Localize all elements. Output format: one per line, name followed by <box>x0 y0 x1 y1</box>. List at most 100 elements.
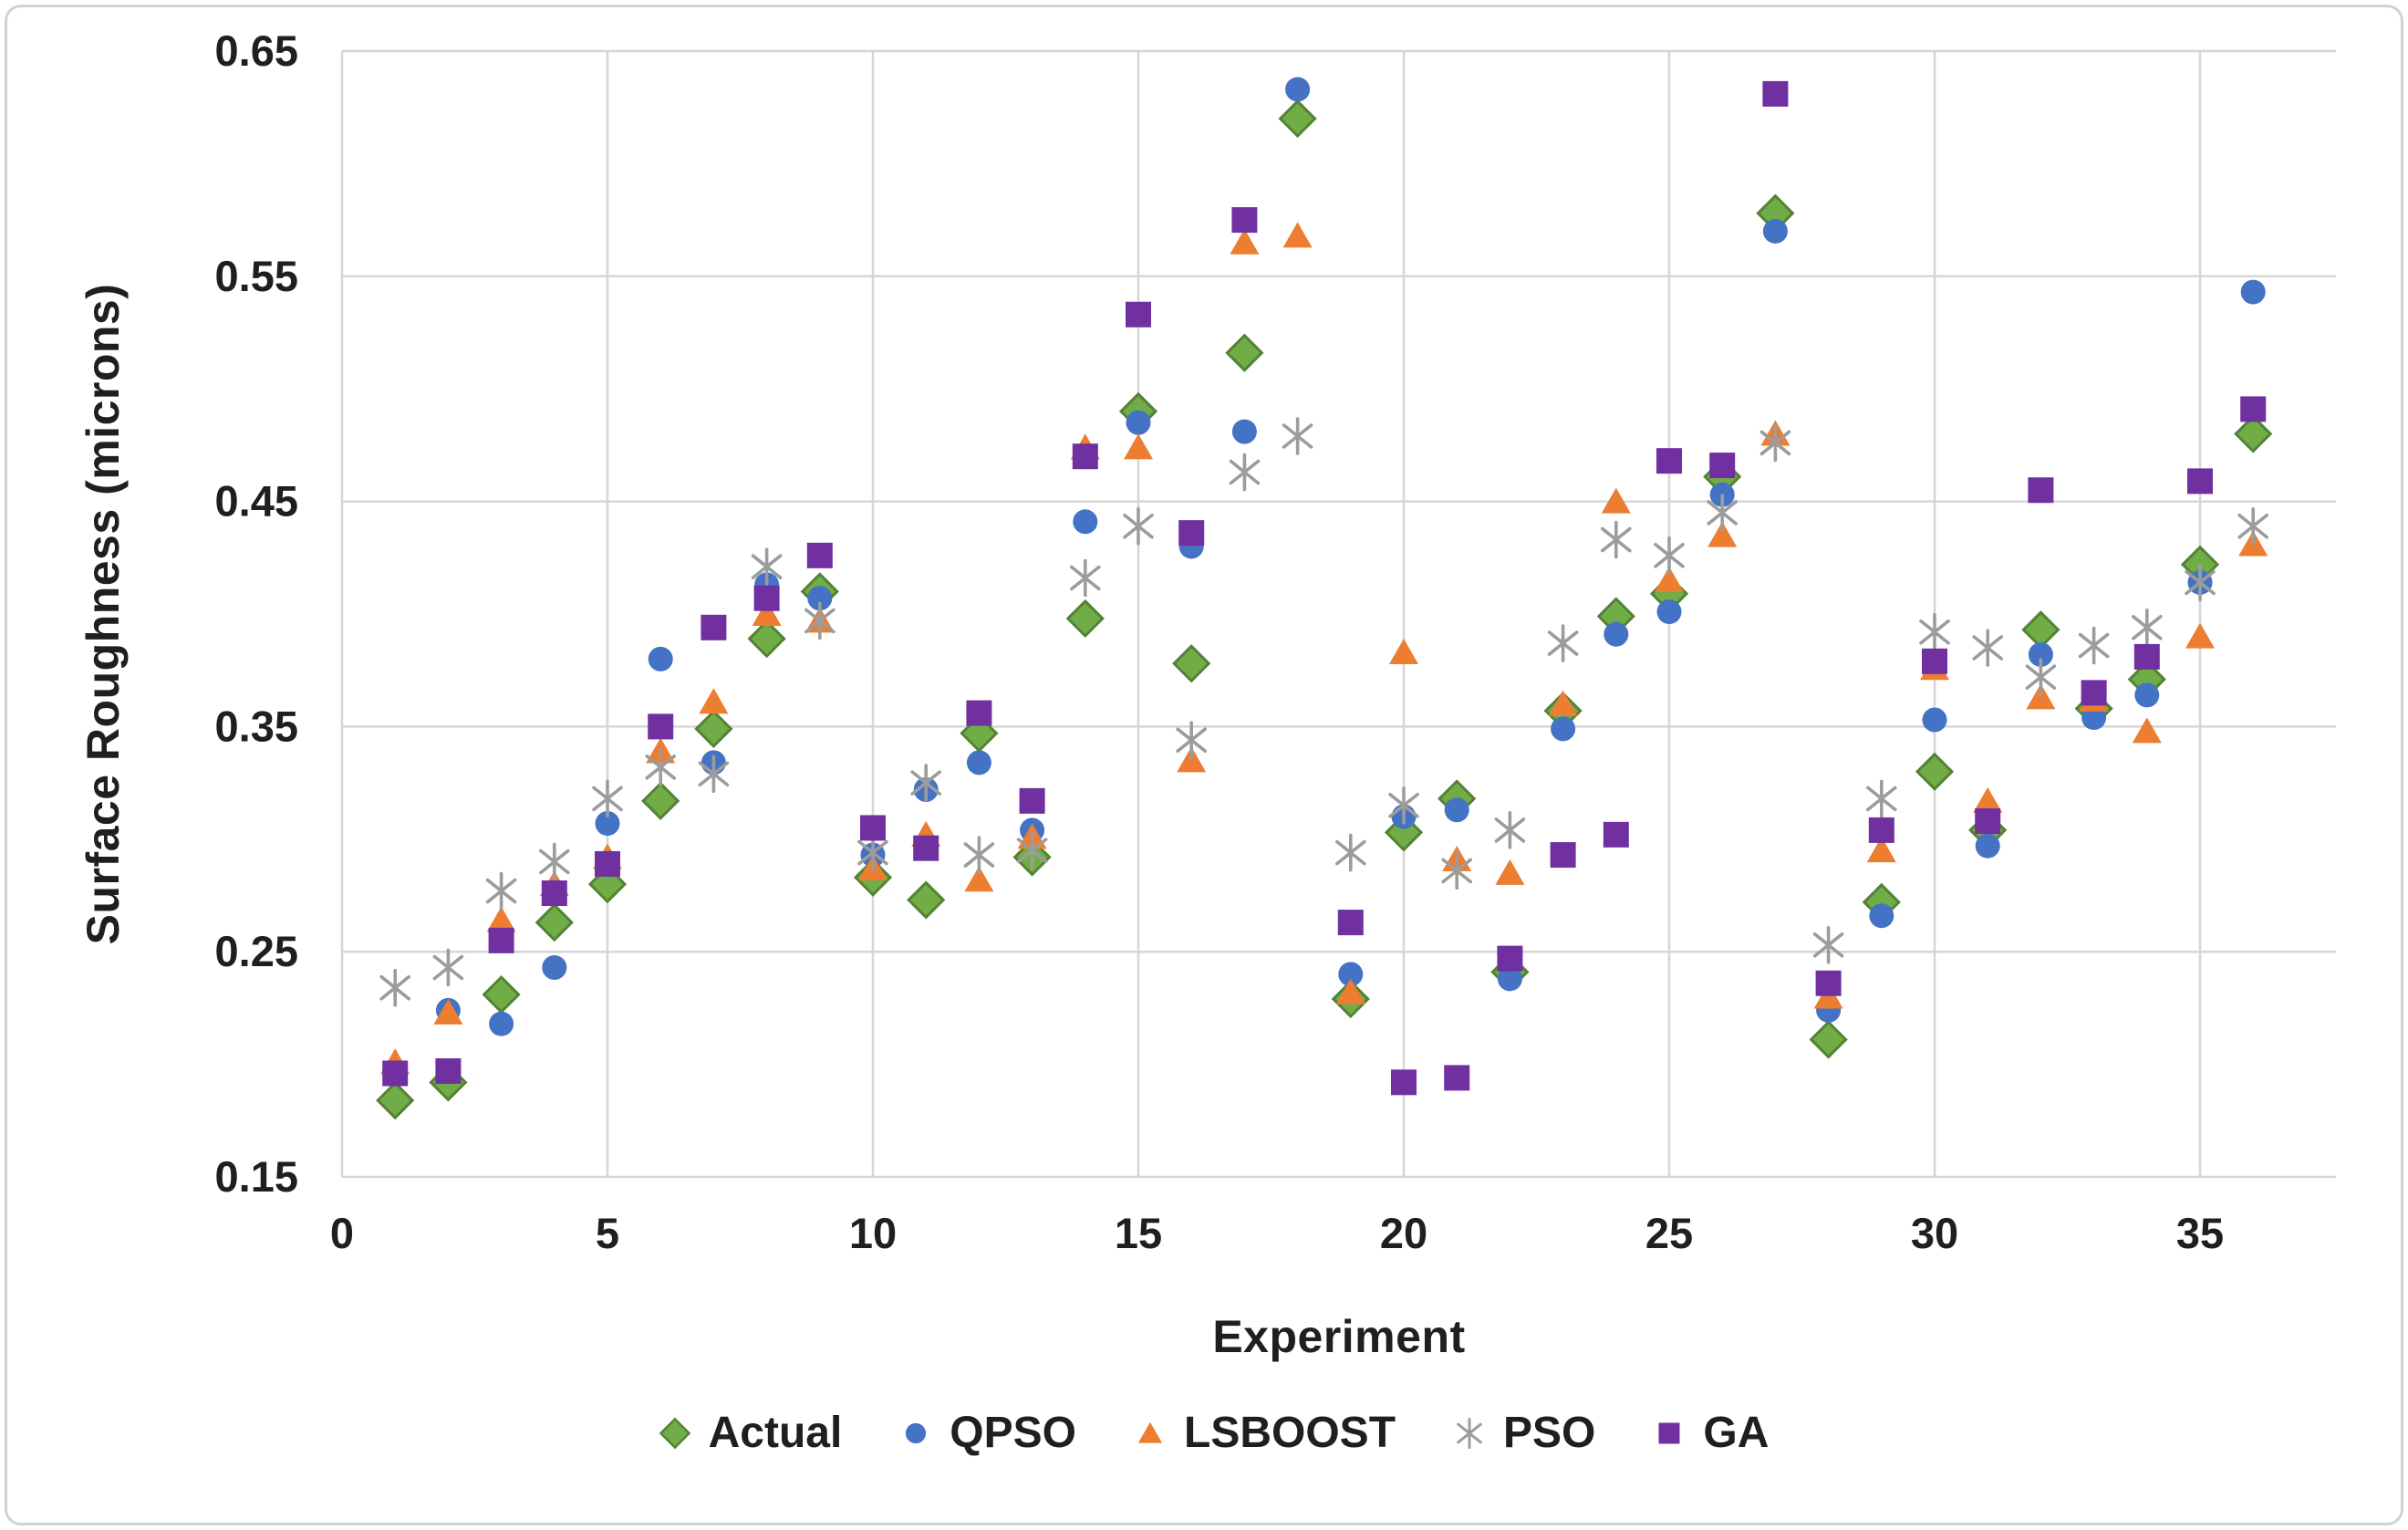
y-tick-label: 0.45 <box>215 477 298 526</box>
data-point-pso-1 <box>379 968 410 1007</box>
data-point-ga-15 <box>1126 301 1152 328</box>
data-point-lsboost-25 <box>1655 566 1685 592</box>
data-point-qpso-29 <box>1869 903 1894 929</box>
data-point-pso-12 <box>963 836 995 874</box>
data-point-lsboost-34 <box>2132 717 2162 744</box>
data-point-ga-25 <box>1656 448 1683 474</box>
x-tick-label: 35 <box>2176 1209 2224 1257</box>
data-point-qpso-5 <box>595 811 620 837</box>
y-axis-title: Surface Roughness (microns) <box>78 283 129 945</box>
lsboost-triangle-icon <box>1137 1421 1163 1443</box>
data-point-ga-7 <box>701 614 727 640</box>
x-tick-label: 15 <box>1115 1209 1162 1257</box>
legend-item-ga: GA <box>1648 1408 1769 1458</box>
scatter-plot: 0.15 0.25 0.35 0.45 0.55 0.65 0 5 10 15 20 25 30 35 <box>215 26 2336 1257</box>
legend-label: Actual <box>708 1409 843 1457</box>
data-point-pso-25 <box>1654 536 1685 575</box>
data-point-ga-26 <box>1709 453 1736 479</box>
data-point-pso-21 <box>1441 851 1472 890</box>
data-point-pso-13 <box>1016 831 1048 869</box>
data-point-lsboost-16 <box>1177 746 1207 773</box>
data-point-qpso-12 <box>966 750 991 775</box>
data-point-qpso-25 <box>1656 599 1682 625</box>
data-point-ga-27 <box>1762 80 1789 107</box>
y-tick-label: 0.35 <box>215 702 298 750</box>
data-point-qpso-14 <box>1073 509 1098 535</box>
actual-diamond-icon <box>659 1417 690 1449</box>
data-point-qpso-3 <box>489 1011 514 1036</box>
data-point-lsboost-31 <box>1973 786 2003 813</box>
data-point-qpso-22 <box>1497 966 1522 992</box>
data-point-qpso-23 <box>1551 716 1576 742</box>
data-point-qpso-32 <box>2028 641 2053 667</box>
data-point-ga-23 <box>1550 842 1576 869</box>
data-point-ga-2 <box>435 1058 462 1085</box>
data-point-pso-10 <box>857 833 888 872</box>
data-point-qpso-31 <box>1975 833 2000 859</box>
data-point-ga-11 <box>913 835 939 861</box>
data-point-qpso-4 <box>542 954 567 980</box>
data-point-lsboost-7 <box>699 688 729 714</box>
data-point-qpso-17 <box>1231 419 1257 444</box>
data-point-pso-18 <box>1282 417 1313 455</box>
data-point-lsboost-2 <box>433 998 463 1025</box>
data-point-ga-1 <box>382 1060 409 1087</box>
data-point-ga-29 <box>1868 817 1894 843</box>
data-point-actual-30 <box>1915 752 1955 791</box>
data-point-pso-15 <box>1123 506 1154 546</box>
series-qpso <box>382 77 2266 1086</box>
data-point-lsboost-12 <box>964 866 994 892</box>
data-point-ga-22 <box>1497 945 1523 972</box>
x-tick-label: 30 <box>1911 1209 1958 1257</box>
data-point-ga-34 <box>2133 643 2160 670</box>
data-point-qpso-34 <box>2134 682 2160 708</box>
data-point-pso-24 <box>1601 520 1632 559</box>
legend-item-lsboost: LSBOOST <box>1129 1408 1396 1458</box>
data-point-actual-36 <box>2234 414 2273 453</box>
qpso-circle-icon <box>906 1422 927 1443</box>
data-point-ga-3 <box>488 927 514 953</box>
data-point-pso-22 <box>1494 811 1526 849</box>
data-point-ga-6 <box>648 713 674 740</box>
legend: Actual QPSO LSBOOST PSO GA <box>7 1408 2401 1458</box>
data-point-lsboost-22 <box>1495 859 1525 885</box>
data-point-qpso-30 <box>1922 707 1947 733</box>
data-point-actual-18 <box>1278 99 1317 139</box>
legend-label: PSO <box>1503 1409 1596 1457</box>
data-point-actual-11 <box>907 880 946 920</box>
data-point-pso-3 <box>485 871 517 911</box>
data-point-pso-11 <box>910 764 941 802</box>
data-point-qpso-19 <box>1338 962 1364 987</box>
x-tick-label: 25 <box>1645 1209 1693 1257</box>
data-point-ga-8 <box>753 585 780 611</box>
data-point-pso-31 <box>1972 629 2004 667</box>
legend-item-actual: Actual <box>654 1408 843 1458</box>
data-point-ga-13 <box>1019 787 1045 814</box>
data-point-pso-17 <box>1229 453 1261 492</box>
data-point-pso-8 <box>751 547 783 586</box>
chart-figure: 0.15 0.25 0.35 0.45 0.55 0.65 0 5 10 15 20 25 30 35 S… <box>5 5 2403 1525</box>
data-point-pso-32 <box>2025 658 2057 696</box>
data-point-pso-27 <box>1759 423 1791 463</box>
data-point-actual-7 <box>694 709 733 748</box>
data-point-ga-32 <box>2028 477 2054 504</box>
series-pso <box>379 417 2269 1007</box>
ga-square-icon <box>1658 1422 1680 1443</box>
data-point-pso-20 <box>1388 786 1419 825</box>
legend-label: GA <box>1703 1409 1770 1457</box>
data-point-actual-1 <box>376 1080 415 1120</box>
data-point-pso-34 <box>2132 609 2163 647</box>
x-tick-label: 10 <box>849 1209 897 1257</box>
data-point-actual-6 <box>641 781 680 820</box>
data-point-pso-4 <box>539 842 570 881</box>
x-tick-label: 20 <box>1380 1209 1427 1257</box>
y-tick-label: 0.55 <box>215 252 298 300</box>
data-point-pso-35 <box>2185 563 2216 602</box>
data-point-lsboost-3 <box>486 906 516 932</box>
y-tick-label: 0.15 <box>215 1152 298 1201</box>
data-point-pso-9 <box>804 601 836 640</box>
data-point-ga-31 <box>1975 808 2001 835</box>
data-point-qpso-15 <box>1126 410 1151 435</box>
data-point-pso-29 <box>1866 779 1897 818</box>
data-point-pso-23 <box>1547 624 1579 662</box>
